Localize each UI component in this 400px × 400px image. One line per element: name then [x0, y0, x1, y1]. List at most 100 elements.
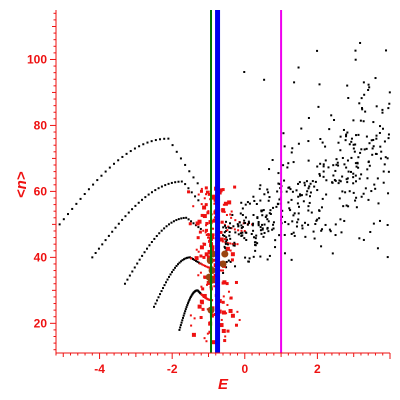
cloud-point: [366, 168, 369, 171]
arc-point: [230, 216, 233, 219]
arc-point: [190, 294, 193, 297]
cloud-point: [325, 193, 328, 196]
arc-point: [163, 284, 166, 287]
arc-point: [182, 314, 185, 317]
cloud-point: [318, 217, 321, 220]
arc-point: [156, 299, 159, 302]
cloud-point: [266, 218, 269, 221]
cloud-point: [365, 135, 368, 138]
cloud-point: [271, 159, 274, 162]
red-point: [226, 303, 229, 306]
cloud-point: [225, 230, 228, 233]
red-point: [192, 205, 195, 208]
arc-point: [131, 208, 134, 211]
cloud-point: [368, 164, 371, 167]
cloud-point: [366, 177, 369, 180]
cloud-point: [328, 228, 331, 231]
arc-point: [153, 305, 156, 308]
arc-point: [192, 222, 195, 225]
cloud-point: [299, 194, 302, 197]
arc-point: [199, 227, 202, 230]
cloud-point: [228, 231, 231, 234]
red-point: [206, 283, 209, 286]
cloud-point: [367, 161, 370, 164]
cloud-point: [240, 234, 243, 237]
cloud-point: [360, 173, 363, 176]
cloud-point: [272, 206, 275, 209]
red-point: [197, 304, 202, 309]
cloud-point: [356, 161, 359, 164]
cloud-point: [364, 110, 367, 113]
arc-point: [181, 316, 184, 319]
axes-layer: [55, 10, 390, 354]
cloud-point: [293, 234, 296, 237]
cloud-point: [223, 231, 226, 234]
cloud-point: [378, 131, 381, 134]
arc-point: [231, 242, 234, 245]
arc-point: [177, 218, 180, 221]
red-point: [194, 256, 199, 261]
cloud-point: [301, 224, 304, 227]
cloud-point: [254, 243, 257, 246]
cloud-point: [355, 196, 358, 199]
cloud-point: [345, 178, 348, 181]
cloud-point: [224, 224, 227, 227]
arc-point: [187, 187, 190, 190]
cloud-point: [337, 141, 340, 144]
cloud-point: [305, 180, 308, 183]
cloud-point: [338, 179, 341, 182]
red-point: [220, 220, 224, 224]
cloud-point: [229, 222, 232, 225]
cloud-point: [314, 180, 317, 183]
cloud-point: [343, 163, 346, 166]
cloud-point: [388, 91, 391, 94]
red-point: [234, 323, 238, 327]
red-point: [199, 189, 203, 193]
cloud-point: [256, 242, 259, 245]
cloud-point: [287, 201, 290, 204]
cloud-point: [347, 170, 350, 173]
cloud-point: [240, 201, 243, 204]
arc-point: [181, 259, 184, 262]
cloud-point: [282, 164, 285, 167]
cloud-point: [262, 235, 265, 238]
arc-point: [233, 228, 236, 231]
cloud-point: [288, 207, 291, 210]
cloud-point: [308, 201, 311, 204]
cloud-point: [367, 88, 370, 91]
cloud-point: [387, 133, 390, 136]
arc-point: [197, 199, 200, 202]
red-point: [229, 213, 232, 216]
cloud-point: [257, 221, 260, 224]
red-point: [212, 194, 216, 198]
cloud-point: [316, 189, 319, 192]
cloud-point: [263, 231, 266, 234]
cloud-point: [325, 179, 328, 182]
red-point: [224, 237, 227, 240]
cloud-point: [297, 205, 300, 208]
cloud-point: [266, 227, 269, 230]
arc-point: [225, 213, 228, 216]
cloud-point: [368, 86, 371, 89]
cloud-point: [318, 174, 321, 177]
red-point: [198, 230, 202, 234]
cloud-point: [387, 170, 390, 173]
cloud-point: [283, 233, 286, 236]
cloud-point: [320, 229, 323, 232]
cloud-point: [345, 204, 348, 207]
arc-point: [128, 274, 131, 277]
red-point: [210, 245, 215, 250]
arc-point: [170, 181, 173, 184]
cloud-point: [319, 162, 322, 165]
cloud-point: [340, 231, 343, 234]
cloud-point: [360, 148, 363, 151]
x-tick-label: -4: [94, 362, 105, 376]
cloud-point: [253, 199, 256, 202]
cloud-point: [347, 97, 350, 100]
arc-point: [181, 319, 184, 322]
cloud-point: [261, 214, 264, 217]
arc-point: [226, 241, 229, 244]
arc-point: [237, 229, 240, 232]
cloud-point: [255, 234, 258, 237]
